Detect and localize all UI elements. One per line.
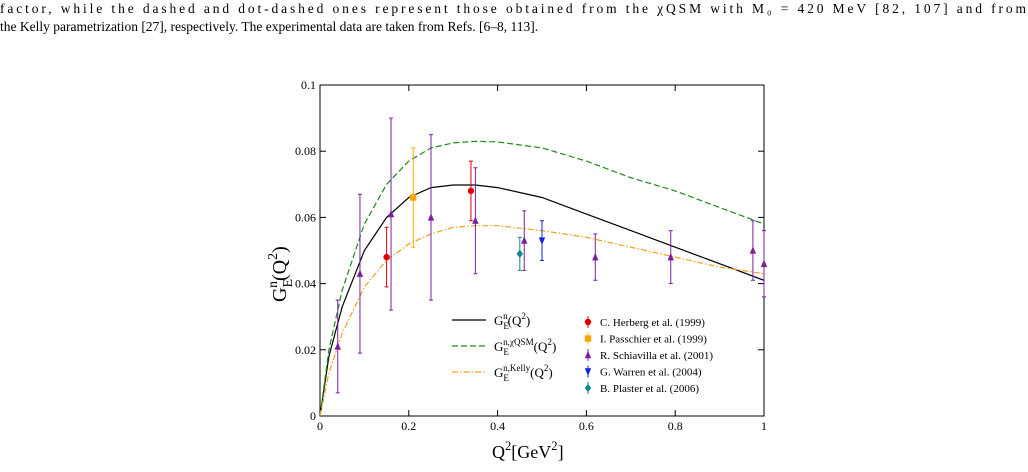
x-tick-label: 0.2 — [401, 419, 416, 433]
rich-label: Q2[GeV2] — [492, 439, 564, 462]
marker — [521, 236, 528, 244]
curve — [320, 140, 764, 416]
label-part: [GeV — [511, 442, 551, 462]
label-part: G — [494, 313, 503, 328]
curve — [320, 225, 764, 416]
x-tick-label: 0 — [317, 419, 323, 433]
label-part: n — [266, 281, 281, 288]
label-part: ) — [548, 365, 552, 380]
label-part: E — [503, 321, 509, 331]
y-tick-label: 0.04 — [295, 277, 316, 291]
label-part: n,χQSM — [503, 337, 534, 347]
label-part: E — [281, 279, 296, 288]
label-part: G — [494, 339, 503, 354]
label-part: 2 — [266, 253, 281, 260]
rich-label: GEn,Kelly(Q2) — [494, 363, 553, 383]
y-tick-label: 0.06 — [295, 210, 316, 224]
marker — [410, 194, 417, 201]
label-part: G — [494, 365, 503, 380]
label-part: (Q — [508, 313, 522, 328]
y-tick-label: 0 — [310, 409, 316, 423]
label-part: n — [503, 311, 508, 321]
label-part: ] — [558, 442, 564, 462]
y-tick-label: 0.02 — [295, 343, 316, 357]
label-part: 2 — [551, 439, 557, 453]
label-part: 2 — [505, 439, 511, 453]
x-tick-label: 0.4 — [490, 419, 505, 433]
marker — [584, 383, 592, 393]
marker — [584, 368, 592, 376]
marker — [584, 335, 592, 342]
rich-label: GEn,χQSM(Q2) — [494, 337, 556, 357]
marker — [749, 246, 757, 254]
paragraph-line: factor, while the dashed and dot-dashed … — [0, 1, 1026, 16]
x-tick-label: 0.8 — [668, 419, 683, 433]
label-part: 2 — [547, 337, 552, 347]
label-part: (Q — [534, 339, 548, 354]
x-tick-label: 1 — [761, 419, 767, 433]
marker — [387, 209, 395, 218]
legend-label: R. Schiavilla et al. (2001) — [600, 350, 713, 362]
legend-label: G. Warren et al. (2004) — [600, 367, 702, 379]
paragraph-line: the Kelly parametrization [27], respecti… — [0, 19, 538, 34]
marker — [356, 269, 364, 277]
marker — [584, 350, 592, 359]
legend-label: C. Herberg et al. (1999) — [600, 317, 705, 329]
label-part: ) — [526, 313, 530, 328]
y-tick-label: 0.08 — [295, 144, 316, 158]
label-part: ) — [552, 339, 556, 354]
label-part: Q — [492, 442, 505, 462]
label-part: G — [269, 288, 291, 302]
rich-label: GEn(Q2) — [494, 311, 530, 331]
x-tick-label: 0.6 — [579, 419, 594, 433]
y-tick-label: 0.1 — [301, 78, 316, 92]
marker — [516, 249, 523, 259]
marker — [584, 318, 592, 326]
label-part: n,Kelly — [503, 363, 530, 373]
label-part: (Q — [269, 259, 291, 281]
label-part: 2 — [544, 363, 549, 373]
marker — [472, 216, 479, 224]
curve — [320, 184, 764, 416]
marker — [427, 213, 435, 221]
marker — [667, 252, 674, 261]
marker — [334, 342, 341, 350]
legend-label: B. Plaster et al. (2006) — [600, 383, 699, 395]
label-part: ) — [269, 246, 291, 253]
rich-label: GEn(Q2) — [266, 246, 296, 302]
legend-label: I. Passchier et al. (1999) — [600, 334, 707, 346]
marker — [760, 259, 768, 267]
marker — [538, 237, 546, 245]
marker — [467, 187, 475, 195]
label-part: E — [503, 347, 509, 357]
label-part: E — [503, 373, 509, 383]
label-part: (Q — [530, 365, 544, 380]
marker — [592, 252, 599, 261]
label-part: 2 — [521, 311, 526, 321]
marker — [383, 253, 390, 261]
